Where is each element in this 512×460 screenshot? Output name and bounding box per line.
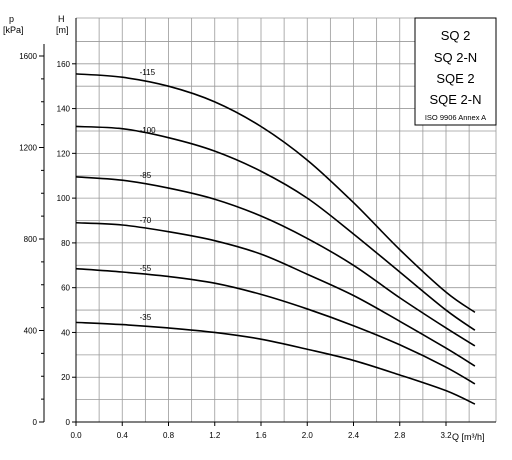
y2-axis-unit: [kPa] — [3, 25, 24, 35]
legend-title-1: SQ 2 — [441, 28, 471, 43]
legend-frame — [414, 17, 497, 126]
y-tick-label: 140 — [57, 105, 71, 114]
legend-title-3: SQE 2 — [436, 71, 474, 86]
curve-series: -115 -100 -85 -70 -55 -35 — [75, 68, 476, 405]
curve-label: -115 — [140, 68, 156, 77]
curve-m100 — [75, 125, 476, 331]
y-tick-label: 80 — [61, 239, 70, 248]
y-tick-label: 20 — [61, 373, 70, 382]
x-tick-label: 1.6 — [255, 431, 267, 440]
curve-label: -85 — [140, 171, 152, 180]
x-axis-title: Q [m³/h] — [452, 432, 485, 442]
curve-label: -35 — [140, 313, 152, 322]
y-tick-label: 60 — [61, 284, 70, 293]
curve-label: -55 — [140, 264, 152, 273]
y-tick-label: 160 — [57, 60, 71, 69]
y2-axis-title: p — [9, 14, 14, 24]
y-axis-title: H — [58, 14, 65, 24]
axes: 0.0 0.4 0.8 1.2 1.6 2.0 2.4 2.8 3.2 0 20 40 60 80 100 1… — [19, 18, 496, 440]
x-tick-label: 1.2 — [209, 431, 221, 440]
curve-m85 — [75, 176, 476, 347]
x-tick-label: 0.8 — [163, 431, 175, 440]
y-tick-label: 40 — [61, 328, 70, 337]
curve-m115 — [75, 73, 476, 313]
y-tick-label: 0 — [66, 418, 71, 427]
legend-title-4: SQE 2-N — [429, 92, 481, 107]
x-tick-label: 0.4 — [117, 431, 129, 440]
x-tick-label: 0.0 — [70, 431, 82, 440]
y-tick-label: 120 — [57, 149, 71, 158]
legend-title-2: SQ 2-N — [434, 50, 477, 65]
y2-tick-label: 1600 — [19, 52, 37, 61]
x-tick-label: 2.4 — [348, 431, 360, 440]
legend-box: SQ 2 SQ 2-N SQE 2 SQE 2-N ISO 9906 Annex… — [414, 17, 497, 126]
x-tick-label: 2.8 — [394, 431, 406, 440]
curve-m70 — [75, 221, 476, 367]
y2-tick-label: 0 — [33, 418, 38, 427]
grid-lines — [75, 17, 497, 422]
y-tick-label: 100 — [57, 194, 71, 203]
x-tick-label: 3.2 — [440, 431, 452, 440]
curve-m35 — [75, 321, 476, 405]
curve-label: -100 — [140, 126, 157, 135]
x-tick-label: 2.0 — [302, 431, 314, 440]
curve-label: -70 — [140, 216, 152, 225]
legend-note: ISO 9906 Annex A — [425, 113, 486, 122]
curve-m55 — [75, 267, 476, 385]
y2-tick-label: 800 — [24, 235, 38, 244]
y-axis-unit: [m] — [56, 25, 69, 35]
y2-tick-label: 1200 — [19, 144, 37, 153]
y2-tick-label: 400 — [24, 327, 38, 336]
